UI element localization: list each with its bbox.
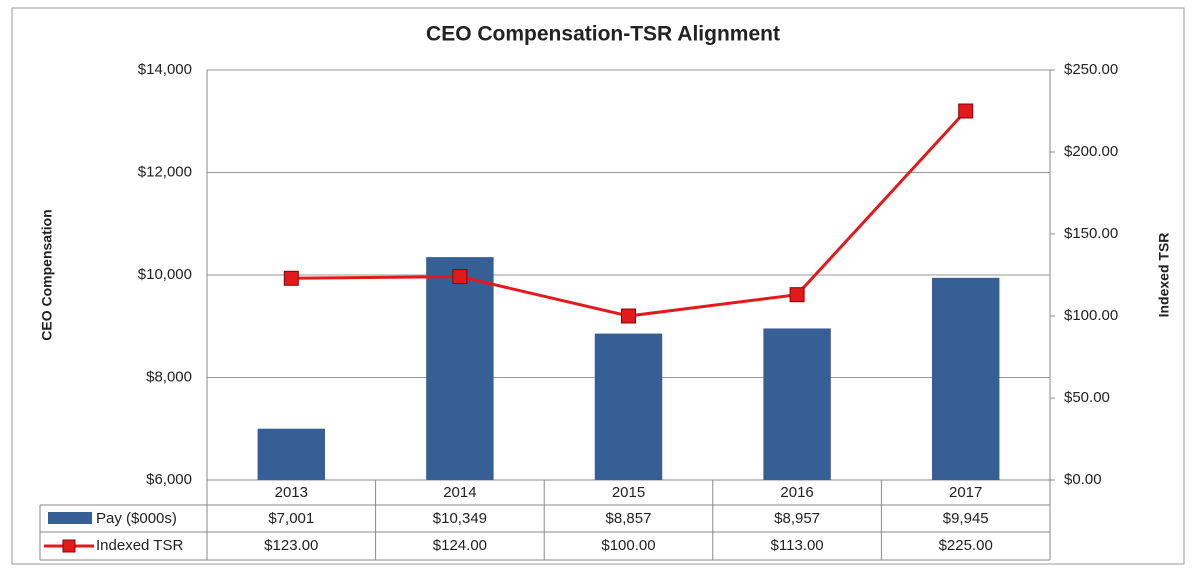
table-value: $123.00 [264,537,318,554]
legend-key [62,539,76,553]
table-value: $8,957 [774,510,820,527]
y2-tick-label: $150.00 [1064,225,1118,242]
x-tick-label: 2013 [275,484,308,501]
tsr-marker [789,287,805,303]
table-value: $113.00 [771,537,824,554]
y2-tick-label: $250.00 [1064,61,1118,78]
bar [594,333,663,480]
x-tick-label: 2016 [780,484,813,501]
table-value: $8,857 [606,510,652,527]
tsr-marker [283,270,299,286]
x-tick-label: 2015 [612,484,645,501]
y-axis-label: CEO Compensation [39,209,55,340]
legend-label: Indexed TSR [96,537,183,554]
tsr-marker [621,308,636,324]
bar [931,277,1000,480]
y-tick-label: $6,000 [146,471,192,488]
chart-title: CEO Compensation-TSR Alignment [426,23,780,46]
table-value: $225.00 [939,537,993,554]
y2-tick-label: $100.00 [1064,307,1118,324]
bar [426,257,494,480]
legend-key [48,512,92,524]
table-value: $124.00 [433,537,487,554]
y2-axis-label: Indexed TSR [1156,233,1172,318]
y-tick-label: $10,000 [138,266,192,283]
bar [763,328,831,480]
legend-label: Pay ($000s) [96,510,177,527]
y2-tick-label: $50.00 [1064,389,1110,406]
tsr-marker [958,103,974,119]
y2-tick-label: $200.00 [1064,143,1118,160]
tsr-line [291,109,967,318]
table-value: $10,349 [433,510,487,527]
table-value: $9,945 [943,510,989,527]
bar [257,428,326,480]
x-tick-label: 2014 [443,484,476,501]
y2-tick-label: $0.00 [1064,471,1102,488]
table-value: $100.00 [601,537,655,554]
x-tick-label: 2017 [949,484,982,501]
y-tick-label: $8,000 [146,368,192,385]
chart-border [11,7,1185,565]
table-value: $7,001 [268,510,314,527]
y-tick-label: $14,000 [138,61,192,78]
tsr-marker [452,269,468,285]
y-tick-label: $12,000 [138,163,192,180]
